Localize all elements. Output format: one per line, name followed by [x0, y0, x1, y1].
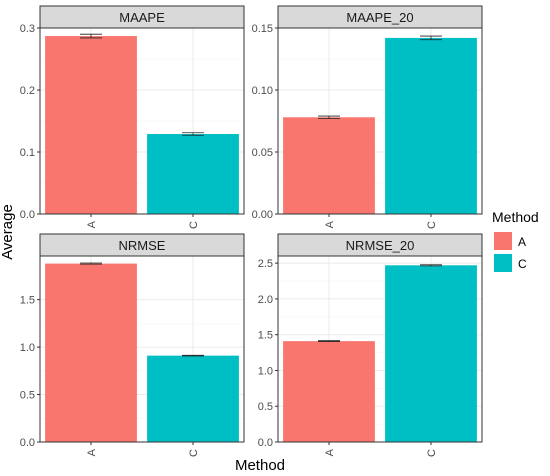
y-tick-label: 0.05: [252, 147, 273, 159]
panel-border: [39, 255, 245, 443]
y-tick-label: 0.5: [258, 401, 273, 413]
panel-nrmse: NRMSE 0.0 0.5 1.0 1.5 A C: [20, 233, 245, 457]
x-tick-label: A: [324, 220, 336, 228]
x-tick-label: C: [426, 449, 438, 457]
y-axis-title: Average: [0, 204, 16, 260]
facet-panels: MAAPE 0.0 0.1 0.2 0.3 A C MAAPE_20 0.00 0.05 0.10 0…: [20, 5, 483, 457]
y-tick-label: 1.0: [258, 365, 273, 377]
x-tick-label: C: [426, 221, 438, 229]
bar-c: [385, 265, 477, 442]
y-tick-label: 2.5: [258, 258, 273, 270]
panel-strip-label: MAAPE: [119, 10, 165, 25]
x-tick-label: A: [86, 220, 98, 228]
panel-border: [277, 255, 483, 443]
y-tick-label: 1.5: [258, 330, 273, 342]
legend-title: Method: [492, 209, 539, 225]
bar-c: [147, 134, 239, 214]
legend-key-c: [494, 254, 512, 272]
panel-nrmse-20: NRMSE_20 0.0 0.5 1.0 1.5 2.0 2.5 A C: [258, 233, 483, 457]
bar-c: [385, 37, 477, 214]
y-tick-label: 0.10: [252, 85, 273, 97]
x-tick-label: C: [188, 221, 200, 229]
x-tick-label: A: [86, 448, 98, 456]
y-tick-label: 0.0: [20, 209, 35, 221]
y-tick-label: 2.0: [258, 294, 273, 306]
bar-a: [283, 341, 375, 442]
y-tick-label: 1.0: [20, 342, 35, 354]
x-axis-title: Method: [235, 457, 285, 474]
y-tick-label: 0.0: [20, 437, 35, 449]
panel-strip-label: MAAPE_20: [346, 10, 413, 25]
legend: Method AC: [492, 209, 539, 272]
bar-c: [147, 355, 239, 442]
bar-a: [45, 36, 137, 215]
bar-a: [45, 263, 137, 442]
y-tick-label: 0.2: [20, 85, 35, 97]
x-tick-label: A: [324, 448, 336, 456]
x-tick-label: C: [188, 449, 200, 457]
y-tick-label: 0.15: [252, 23, 273, 35]
y-tick-label: 0.3: [20, 23, 35, 35]
panel-border: [39, 27, 245, 215]
y-tick-label: 0.0: [258, 437, 273, 449]
legend-label-c: C: [518, 257, 527, 271]
panel-maape: MAAPE 0.0 0.1 0.2 0.3 A C: [20, 5, 245, 229]
legend-label-a: A: [518, 235, 526, 249]
y-tick-label: 1.5: [20, 295, 35, 307]
panel-border: [277, 27, 483, 215]
y-tick-label: 0.1: [20, 147, 35, 159]
bar-a: [283, 117, 375, 214]
legend-key-a: [494, 232, 512, 250]
y-tick-label: 0.5: [20, 390, 35, 402]
panel-strip-label: NRMSE_20: [346, 238, 415, 253]
panel-strip-label: NRMSE: [119, 238, 166, 253]
panel-maape-20: MAAPE_20 0.00 0.05 0.10 0.15 A C: [252, 5, 483, 229]
y-tick-label: 0.00: [252, 209, 273, 221]
